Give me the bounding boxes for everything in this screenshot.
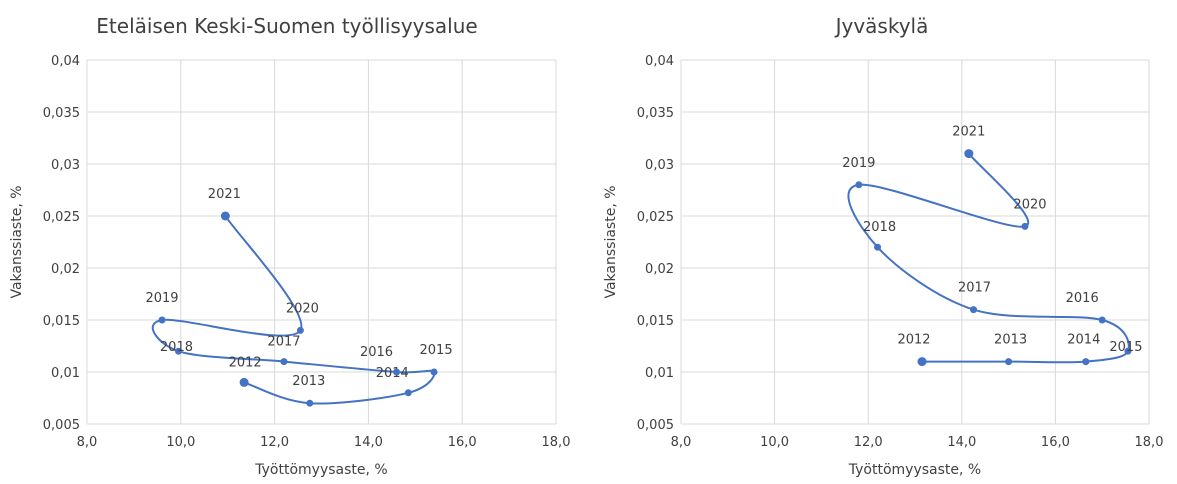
chart-left: Eteläisen Keski-Suomen työllisyysalue 8,0… [9, 14, 571, 478]
y-tick-label: 0,03 [51, 158, 80, 173]
data-point [306, 399, 314, 407]
point-label: 2013 [994, 333, 1027, 348]
x-tick-label: 8,0 [77, 435, 98, 450]
y-tick-label: 0,015 [637, 314, 674, 329]
x-tick-label: 8,0 [671, 435, 692, 450]
y-tick-label: 0,035 [637, 106, 674, 121]
x-tick-label: 12,0 [260, 435, 289, 450]
x-tick-label: 12,0 [854, 435, 883, 450]
y-tick-label: 0,025 [637, 210, 674, 225]
x-axis-label: Työttömyysaste, % [848, 462, 981, 478]
y-tick-label: 0,04 [51, 54, 80, 69]
data-point [1124, 347, 1132, 355]
y-tick-label: 0,02 [51, 262, 80, 277]
data-point [970, 306, 977, 314]
data-point [874, 243, 882, 251]
point-label: 2017 [267, 335, 300, 350]
data-point [393, 368, 401, 376]
chart-title: Eteläisen Keski-Suomen työllisyysalue [96, 14, 477, 38]
data-point [1021, 222, 1029, 230]
point-label: 2018 [863, 220, 896, 235]
y-axis-label: Vakanssiaste, % [9, 185, 25, 298]
data-point [174, 347, 182, 355]
point-label: 2012 [229, 355, 262, 370]
x-tick-label: 18,0 [542, 435, 571, 450]
y-tick-label: 0,01 [645, 366, 674, 381]
x-tick-label: 14,0 [947, 435, 976, 450]
point-label: 2020 [286, 301, 319, 316]
chart-right: Jyväskylä 8,0 10,0 12,0 14,0 16,0 18,0 0,005 0,0… [603, 14, 1164, 478]
point-label: 2016 [360, 345, 393, 360]
y-tick-label: 0,04 [645, 54, 674, 69]
point-label: 2021 [208, 187, 241, 202]
data-point [296, 326, 304, 334]
point-label: 2013 [292, 374, 325, 389]
data-point [917, 357, 927, 367]
y-tick-label: 0,005 [43, 418, 80, 433]
x-tick-label: 16,0 [1041, 435, 1070, 450]
chart-title: Jyväskylä [834, 14, 929, 38]
data-point [158, 316, 166, 324]
data-point [855, 181, 863, 189]
point-label: 2015 [1109, 340, 1142, 355]
point-label: 2015 [420, 343, 453, 358]
point-label: 2014 [1067, 333, 1100, 348]
y-tick-label: 0,03 [645, 158, 674, 173]
y-tick-label: 0,035 [43, 106, 80, 121]
x-tick-label: 14,0 [354, 435, 383, 450]
y-axis-label: Vakanssiaste, % [603, 185, 619, 298]
data-point [1098, 316, 1106, 324]
x-axis-label: Työttömyysaste, % [254, 462, 387, 478]
data-point [964, 149, 974, 159]
x-tick-label: 10,0 [760, 435, 789, 450]
point-label: 2019 [145, 291, 178, 306]
y-tick-label: 0,01 [51, 366, 80, 381]
x-tick-label: 16,0 [448, 435, 477, 450]
point-label: 2017 [958, 281, 991, 296]
data-point [1082, 358, 1090, 366]
chart-panel-right: Jyväskylä 8,0 10,0 12,0 14,0 16,0 18,0 0,005 0,0… [589, 0, 1177, 484]
y-tick-label: 0,025 [43, 210, 80, 225]
data-point [404, 389, 412, 397]
point-label: 2018 [160, 340, 193, 355]
point-label: 2012 [897, 333, 930, 348]
data-point [239, 377, 249, 387]
point-label: 2014 [376, 366, 409, 381]
data-point [220, 211, 230, 221]
series-line [847, 152, 1130, 364]
data-point [280, 358, 288, 366]
point-label: 2019 [842, 156, 875, 171]
data-point [430, 368, 438, 376]
x-tick-label: 10,0 [166, 435, 195, 450]
y-tick-label: 0,02 [645, 262, 674, 277]
y-tick-label: 0,005 [637, 418, 674, 433]
y-tick-label: 0,015 [43, 314, 80, 329]
point-label: 2021 [952, 125, 985, 140]
chart-panel-left: Eteläisen Keski-Suomen työllisyysalue 8,0… [0, 0, 588, 484]
x-tick-label: 18,0 [1135, 435, 1164, 450]
point-label: 2016 [1066, 291, 1099, 306]
data-point [1005, 358, 1013, 366]
point-label: 2020 [1013, 197, 1046, 212]
